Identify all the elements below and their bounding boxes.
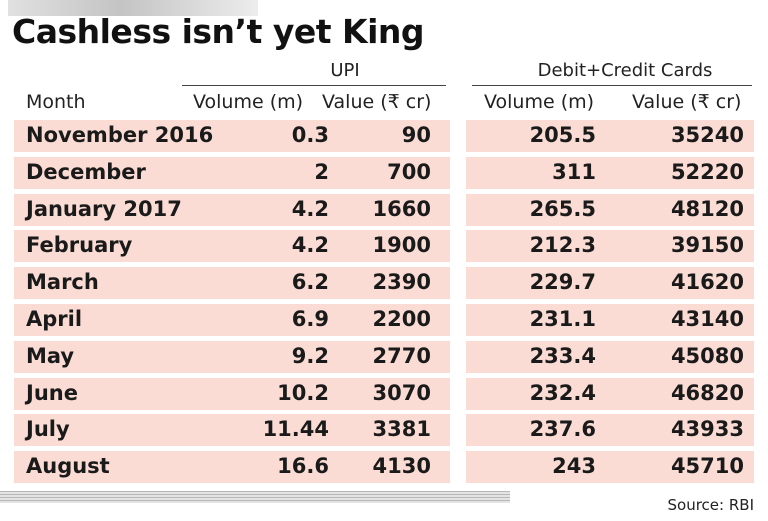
table-row: May 9.2 2770 233.4 45080 <box>14 340 754 373</box>
card-volume-cell: 232.4 <box>529 380 596 405</box>
card-volume-cell: 205.5 <box>529 123 596 147</box>
upi-volume-cell: 16.6 <box>277 454 329 479</box>
card-value-cell: 43933 <box>670 417 744 442</box>
table-row: February 4.2 1900 212.3 39150 <box>14 230 754 263</box>
card-volume-cell: 311 <box>552 159 596 184</box>
column-header-card-volume: Volume (m) <box>484 91 595 113</box>
month-cell: August <box>26 454 110 479</box>
month-cell: April <box>26 306 83 331</box>
card-value-cell: 39150 <box>670 233 744 258</box>
column-group-gap <box>450 120 466 485</box>
card-volume-cell: 212.3 <box>529 233 596 258</box>
table-row: January 2017 4.2 1660 265.5 48120 <box>14 193 754 226</box>
upi-value-cell: 1900 <box>372 233 431 258</box>
table-row: March 6.2 2390 229.7 41620 <box>14 267 754 300</box>
table-title: Cashless isn’t yet King <box>12 12 425 51</box>
month-cell: November 2016 <box>26 123 214 147</box>
card-value-cell: 45080 <box>670 343 744 368</box>
card-volume-cell: 243 <box>552 454 596 479</box>
table-row: December 2 700 311 52220 <box>14 156 754 189</box>
upi-volume-cell: 0.3 <box>291 123 329 147</box>
table-row: April 6.9 2200 231.1 43140 <box>14 303 754 336</box>
card-volume-cell: 229.7 <box>529 270 596 295</box>
month-cell: May <box>26 343 75 368</box>
month-cell: July <box>26 417 70 442</box>
upi-volume-cell: 6.9 <box>291 306 329 331</box>
card-volume-cell: 237.6 <box>529 417 596 442</box>
decorative-footer-bar <box>0 491 510 503</box>
table-row: November 2016 0.3 90 205.5 35240 <box>14 120 754 152</box>
upi-value-cell: 1660 <box>372 196 431 221</box>
upi-value-cell: 3070 <box>372 380 431 405</box>
column-header-month: Month <box>26 91 86 113</box>
upi-volume-cell: 4.2 <box>291 196 329 221</box>
upi-value-cell: 90 <box>401 123 431 147</box>
upi-volume-cell: 2 <box>314 159 329 184</box>
card-value-cell: 41620 <box>670 270 744 295</box>
group-label-upi: UPI <box>330 60 360 81</box>
card-value-cell: 52220 <box>670 159 744 184</box>
upi-volume-cell: 9.2 <box>291 343 329 368</box>
upi-volume-cell: 6.2 <box>291 270 329 295</box>
card-value-cell: 46820 <box>670 380 744 405</box>
month-cell: December <box>26 159 146 184</box>
group-rule-upi <box>182 85 446 86</box>
month-cell: March <box>26 270 99 295</box>
upi-value-cell: 4130 <box>372 454 431 479</box>
card-value-cell: 48120 <box>670 196 744 221</box>
upi-value-cell: 2200 <box>372 306 431 331</box>
month-cell: June <box>26 380 78 405</box>
card-value-cell: 35240 <box>670 123 744 147</box>
card-value-cell: 43140 <box>670 306 744 331</box>
upi-volume-cell: 4.2 <box>291 233 329 258</box>
month-cell: January 2017 <box>26 196 182 221</box>
month-cell: February <box>26 233 133 258</box>
card-volume-cell: 265.5 <box>529 196 596 221</box>
column-header-card-value: Value (₹ cr) <box>632 91 742 113</box>
card-value-cell: 45710 <box>670 454 744 479</box>
table-row: July 11.44 3381 237.6 43933 <box>14 414 754 447</box>
upi-value-cell: 700 <box>387 159 431 184</box>
upi-value-cell: 2390 <box>372 270 431 295</box>
table-row: June 10.2 3070 232.4 46820 <box>14 377 754 410</box>
group-label-cards: Debit+Credit Cards <box>537 60 713 81</box>
source-note: Source: RBI <box>667 496 754 514</box>
table-row: August 16.6 4130 243 45710 <box>14 451 754 484</box>
upi-value-cell: 2770 <box>372 343 431 368</box>
column-header-upi-value: Value (₹ cr) <box>322 91 432 113</box>
upi-value-cell: 3381 <box>372 417 431 442</box>
card-volume-cell: 231.1 <box>529 306 596 331</box>
decorative-banner <box>8 0 258 16</box>
column-header-upi-volume: Volume (m) <box>193 91 304 113</box>
group-rule-cards <box>472 85 752 86</box>
table-body: November 2016 0.3 90 205.5 35240 December 2 700… <box>14 120 754 488</box>
upi-volume-cell: 10.2 <box>277 380 329 405</box>
upi-volume-cell: 11.44 <box>262 417 329 442</box>
card-volume-cell: 233.4 <box>529 343 596 368</box>
